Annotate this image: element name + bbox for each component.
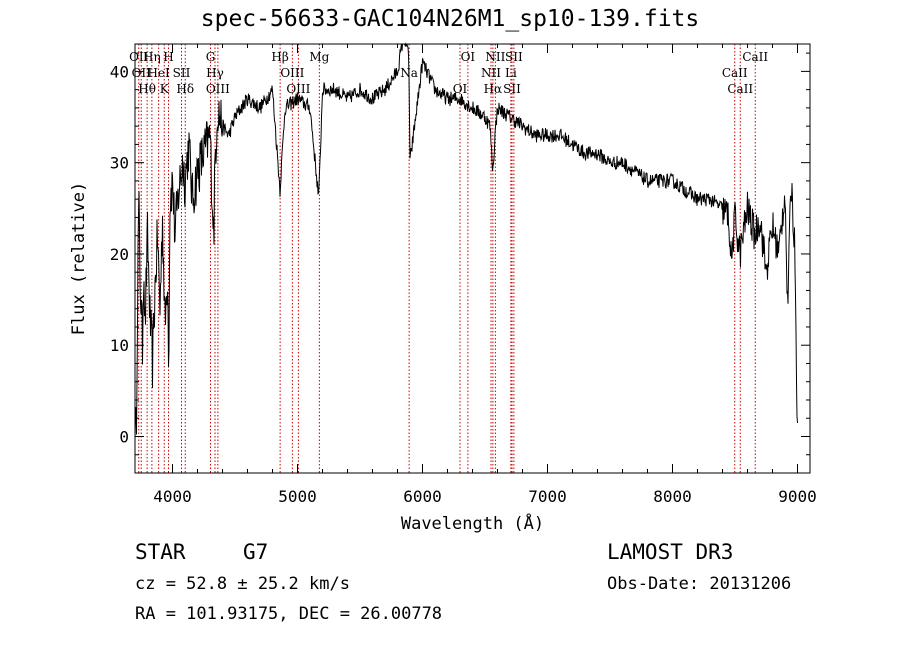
line-label: OIII: [206, 82, 230, 96]
line-label: Hη: [143, 50, 161, 64]
line-label: OII: [132, 66, 152, 80]
line-label: SII: [173, 66, 191, 80]
x-tick-label: 8000: [653, 487, 692, 506]
spectrum-line: [134, 42, 798, 441]
y-tick-label: 20: [110, 245, 129, 264]
line-label: NII: [481, 66, 501, 80]
line-label: Hα: [484, 82, 503, 96]
x-tick-label: 4000: [153, 487, 192, 506]
y-axis-label: Flux (relative): [69, 182, 89, 336]
line-label: OIII: [286, 82, 310, 96]
line-label: Hθ: [138, 82, 156, 96]
survey-name: LAMOST DR3: [607, 540, 734, 564]
x-tick-label: 5000: [278, 487, 317, 506]
line-label: OI: [453, 82, 468, 96]
chart-title: spec-56633-GAC104N26M1_sp10-139.fits: [200, 6, 700, 32]
line-label: OIII: [280, 66, 304, 80]
x-tick-label: 7000: [528, 487, 567, 506]
redshift-text: cz = 52.8 ± 25.2 km/s: [135, 574, 350, 594]
line-label: SII: [505, 50, 523, 64]
line-label: G: [206, 50, 216, 64]
coordinates-text: RA = 101.93175, DEC = 26.00778: [135, 604, 443, 624]
line-label: Hγ: [206, 66, 224, 80]
y-tick-label: 0: [119, 427, 129, 446]
line-label: CaII: [727, 82, 753, 96]
line-label: HeI: [147, 66, 170, 80]
line-label: CaII: [722, 66, 748, 80]
object-class: STAR: [135, 540, 186, 564]
line-label: SII: [503, 82, 521, 96]
y-tick-label: 10: [110, 336, 129, 355]
line-label: Hβ: [271, 50, 288, 64]
line-label: NII: [485, 50, 505, 64]
x-tick-label: 6000: [403, 487, 442, 506]
observation-date: Obs-Date: 20131206: [607, 574, 792, 594]
object-subclass: G7: [243, 540, 269, 564]
x-tick-label: 9000: [778, 487, 817, 506]
x-axis-label: Wavelength (Å): [401, 512, 544, 534]
y-tick-label: 40: [110, 62, 129, 81]
line-label: Hδ: [176, 82, 194, 96]
line-label: Li: [505, 66, 517, 80]
line-label: H: [163, 50, 173, 64]
y-tick-label: 30: [110, 154, 129, 173]
line-label: CaII: [742, 50, 768, 64]
line-label: K: [160, 82, 170, 96]
line-label: OII: [129, 50, 149, 64]
line-label: Mg: [309, 50, 329, 64]
line-label: OI: [461, 50, 476, 64]
